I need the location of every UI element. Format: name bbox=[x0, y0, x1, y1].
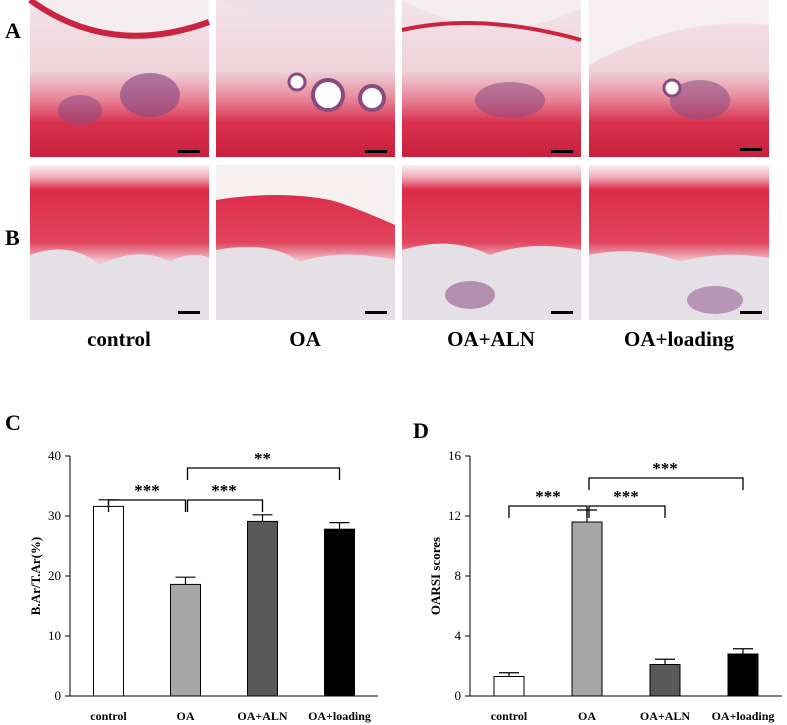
micrograph-a-oa bbox=[216, 0, 395, 157]
micrograph-a-oa-loading bbox=[589, 0, 769, 157]
y-tick-label: 0 bbox=[455, 688, 462, 703]
bar-oa-loading bbox=[727, 653, 759, 697]
micrograph-b-oa bbox=[216, 165, 395, 320]
panel-letter-c: C bbox=[5, 410, 21, 435]
y-tick-label: 4 bbox=[455, 628, 462, 643]
y-tick-label: 12 bbox=[448, 508, 461, 523]
y-tick-label: 40 bbox=[48, 448, 61, 463]
y-axis-label: B.Ar/T.Ar(%) bbox=[28, 537, 43, 615]
y-tick-label: 20 bbox=[48, 568, 61, 583]
significance-bracket bbox=[186, 499, 264, 512]
group-label-oa-aln: OA+ALN bbox=[447, 327, 535, 351]
panel-letter-b: B bbox=[5, 225, 20, 250]
group-label-oa-loading: OA+loading bbox=[624, 327, 734, 351]
y-tick-label: 8 bbox=[455, 568, 462, 583]
bar-control bbox=[493, 676, 525, 697]
chart-d: 0 4 8 12 16 OARSI scores control OA OA+ALN OA+loa… bbox=[428, 448, 782, 723]
bar-oa-loading bbox=[324, 528, 355, 697]
significance-label: *** bbox=[134, 481, 160, 500]
category-label-oa: OA bbox=[177, 709, 195, 723]
significance-bracket bbox=[588, 477, 744, 490]
significance-bracket bbox=[508, 505, 588, 518]
chart-c: 0 10 20 30 40 B.Ar/T.Ar(%) control OA OA+ALN OA+l… bbox=[28, 448, 378, 723]
y-tick-label: 16 bbox=[448, 448, 462, 463]
panel-letter-d: D bbox=[413, 418, 429, 443]
bar-oa-aln bbox=[649, 664, 681, 697]
significance-label: *** bbox=[613, 487, 639, 506]
micrograph-a-control bbox=[28, 0, 211, 157]
category-label-oa-aln: OA+ALN bbox=[640, 709, 691, 723]
significance-bracket bbox=[588, 505, 666, 518]
significance-label: *** bbox=[535, 487, 561, 506]
bar-control bbox=[93, 505, 124, 697]
micrograph-b-oa-loading bbox=[589, 165, 769, 320]
category-label-oa-aln: OA+ALN bbox=[237, 709, 288, 723]
y-tick-label: 10 bbox=[48, 628, 61, 643]
panel-letter-a: A bbox=[5, 18, 21, 43]
category-label-oa-loading: OA+loading bbox=[712, 709, 775, 723]
group-label-oa: OA bbox=[289, 327, 321, 351]
group-label-control: control bbox=[87, 327, 151, 351]
micrograph-b-oa-aln bbox=[402, 165, 581, 320]
significance-bracket bbox=[107, 499, 187, 512]
significance-label: ** bbox=[254, 449, 271, 468]
y-tick-label: 0 bbox=[55, 688, 62, 703]
category-label-control: control bbox=[90, 709, 127, 723]
significance-bracket bbox=[186, 467, 341, 480]
bar-oa-aln bbox=[247, 520, 278, 697]
y-tick-label: 30 bbox=[48, 508, 61, 523]
significance-label: *** bbox=[652, 459, 678, 478]
y-axis-label: OARSI scores bbox=[428, 537, 443, 615]
category-label-oa-loading: OA+loading bbox=[308, 709, 371, 723]
bar-oa bbox=[170, 583, 201, 697]
micrograph-a-oa-aln bbox=[401, 0, 582, 157]
significance-label: *** bbox=[211, 481, 237, 500]
bar-oa bbox=[571, 521, 603, 697]
category-label-control: control bbox=[491, 709, 528, 723]
category-label-oa: OA bbox=[578, 709, 596, 723]
micrograph-b-control bbox=[30, 165, 209, 320]
